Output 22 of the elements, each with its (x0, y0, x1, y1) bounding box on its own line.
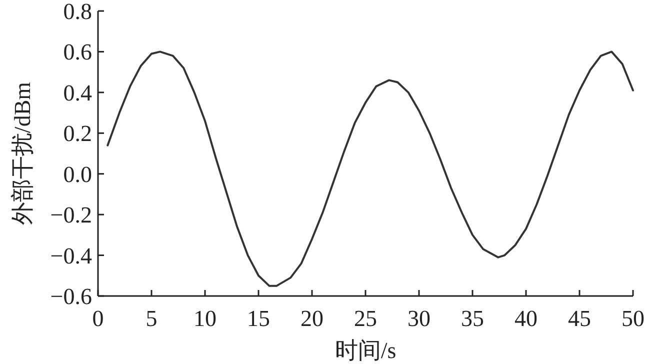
x-tick-label: 45 (568, 306, 591, 331)
y-tick-label: 0.6 (63, 40, 92, 65)
y-tick-label: −0.4 (50, 243, 92, 268)
x-tick-label: 20 (300, 306, 324, 331)
y-tick-label: 0.4 (63, 80, 92, 106)
x-tick-label: 10 (194, 306, 216, 331)
x-tick-label: 30 (408, 306, 430, 331)
x-tick-label: 50 (622, 306, 644, 331)
y-tick-label: −0.6 (50, 284, 92, 309)
x-tick-label: 25 (354, 306, 377, 331)
x-tick-label: 0 (92, 306, 104, 331)
y-tick-label: −0.2 (50, 202, 92, 228)
y-tick-label: 0.0 (63, 162, 92, 187)
x-tick-label: 35 (461, 306, 484, 331)
y-tick-label: 0.2 (63, 121, 92, 146)
y-axis-title: 外部干扰/dBm (10, 82, 35, 226)
x-tick-label: 5 (146, 306, 158, 331)
y-tick-label: 0.8 (63, 0, 92, 24)
x-tick-label: 15 (247, 306, 270, 331)
line-series (106, 50, 634, 287)
x-tick-label: 40 (514, 306, 538, 331)
x-axis-title: 时间/s (334, 338, 396, 363)
